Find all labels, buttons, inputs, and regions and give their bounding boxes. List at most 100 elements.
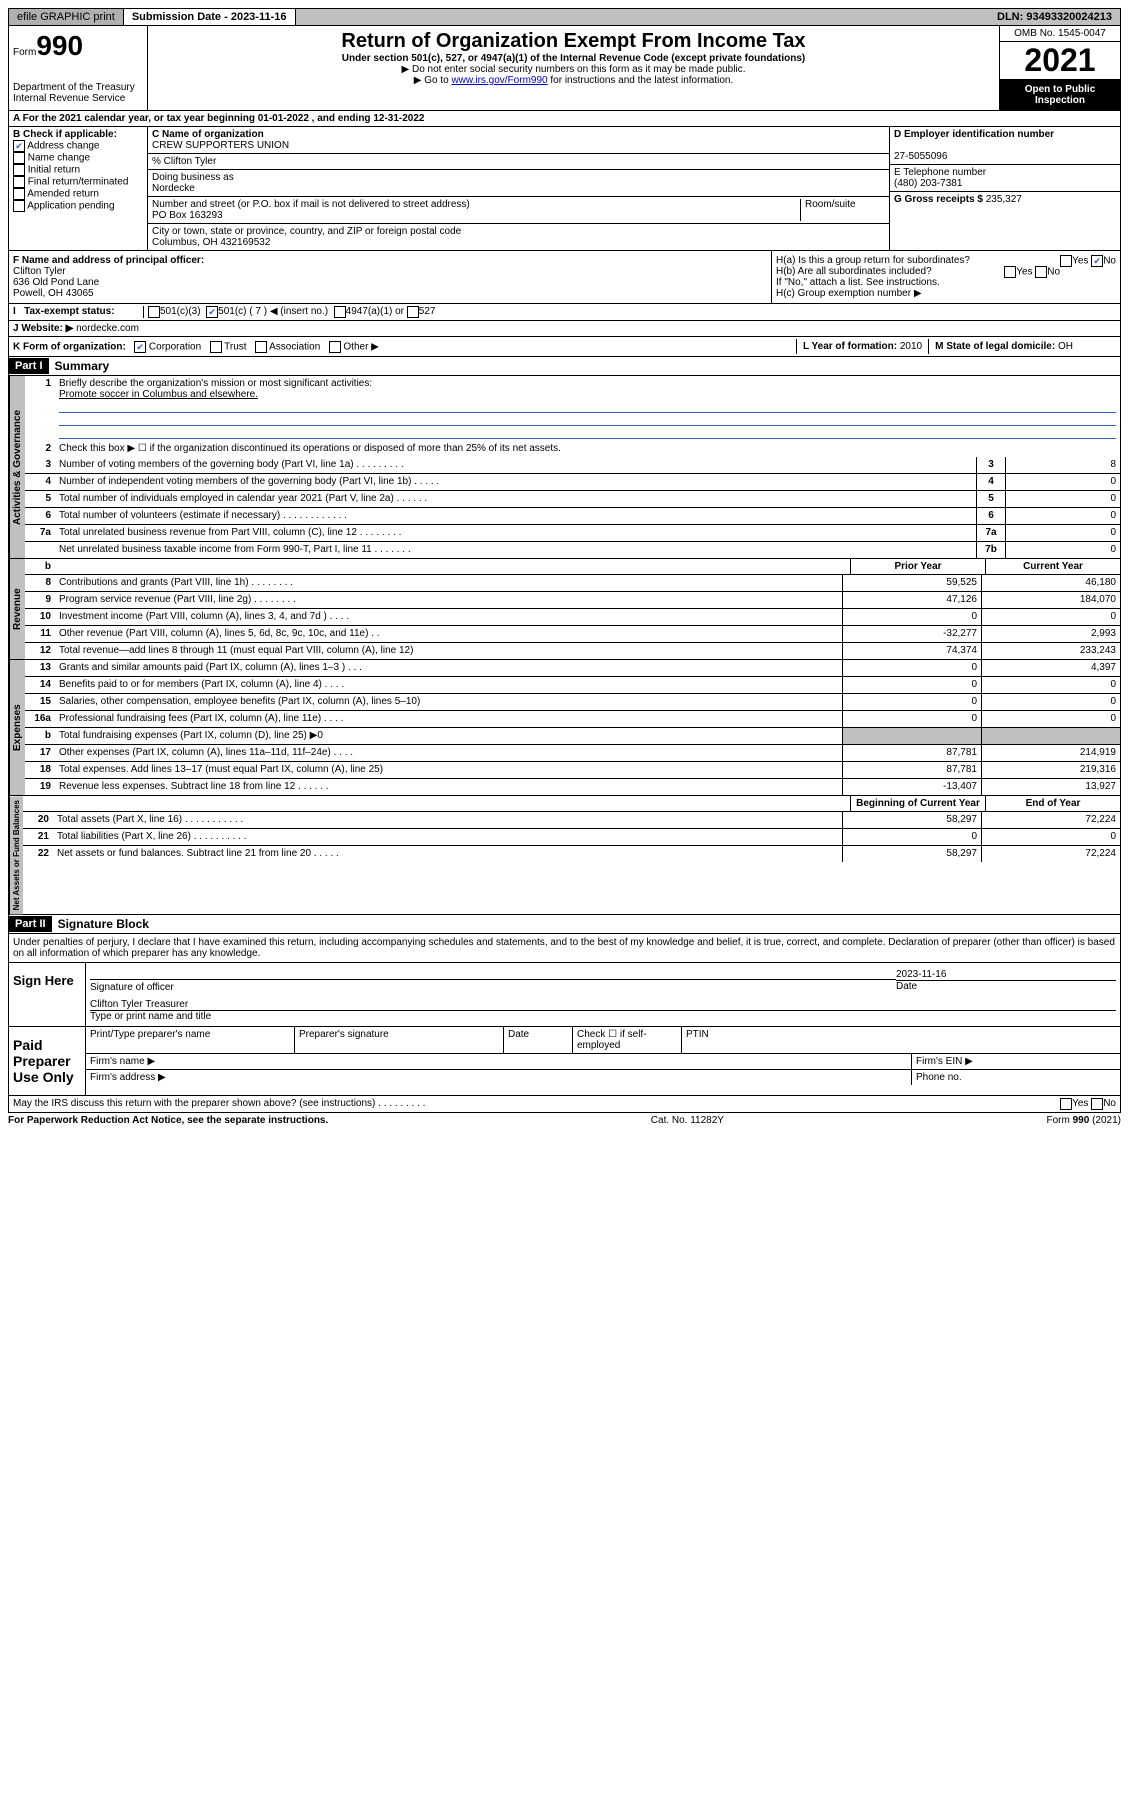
- checkbox-icon[interactable]: [13, 152, 25, 164]
- h-a-yes-checkbox[interactable]: [1060, 255, 1072, 267]
- box-b-item[interactable]: Application pending: [13, 200, 143, 212]
- line-text: Program service revenue (Part VIII, line…: [55, 592, 842, 608]
- domicile-value: OH: [1058, 341, 1073, 352]
- line-no: 5: [25, 491, 55, 507]
- box-c-org: C Name of organization CREW SUPPORTERS U…: [148, 127, 890, 250]
- line-value: 0: [1005, 474, 1120, 490]
- h-a-label: H(a) Is this a group return for subordin…: [776, 255, 970, 266]
- prior-value: 0: [842, 609, 981, 625]
- line-text: Net unrelated business taxable income fr…: [55, 542, 976, 558]
- sign-here-label: Sign Here: [9, 963, 86, 1026]
- discuss-no-checkbox[interactable]: [1091, 1098, 1103, 1110]
- submission-date: Submission Date - 2023-11-16: [124, 9, 296, 25]
- checkbox-icon[interactable]: [13, 200, 25, 212]
- part2-header: Part II Signature Block: [8, 915, 1121, 934]
- table-row: 18Total expenses. Add lines 13–17 (must …: [25, 762, 1120, 779]
- signature-block: Under penalties of perjury, I declare th…: [8, 934, 1121, 1113]
- form-number: 990: [36, 30, 83, 61]
- dba-label: Doing business as: [152, 172, 234, 183]
- assoc-checkbox[interactable]: [255, 341, 267, 353]
- h-b-yes-checkbox[interactable]: [1004, 266, 1016, 278]
- no-label-2: No: [1047, 267, 1060, 278]
- 501c3-checkbox[interactable]: [148, 306, 160, 318]
- current-value: 13,927: [981, 779, 1120, 795]
- officer-addr2: Powell, OH 43065: [13, 288, 94, 299]
- prior-value: 59,525: [842, 575, 981, 591]
- yes-label: Yes: [1072, 256, 1088, 267]
- irs-link[interactable]: www.irs.gov/Form990: [451, 75, 547, 86]
- box-b-item[interactable]: Initial return: [13, 164, 143, 176]
- line-no: 19: [25, 779, 55, 795]
- box-h: H(a) Is this a group return for subordin…: [772, 251, 1120, 303]
- checkbox-icon[interactable]: [13, 164, 25, 176]
- 4947-checkbox[interactable]: [334, 306, 346, 318]
- 527-checkbox[interactable]: [407, 306, 419, 318]
- footer-right: Form 990 (2021): [1047, 1115, 1121, 1126]
- box-b-item[interactable]: Address change: [13, 140, 143, 152]
- line-no: 8: [25, 575, 55, 591]
- line-no: 6: [25, 508, 55, 524]
- current-value: 4,397: [981, 660, 1120, 676]
- form-title: Return of Organization Exempt From Incom…: [152, 30, 995, 53]
- line-no: 17: [25, 745, 55, 761]
- open-public-badge: Open to Public Inspection: [1000, 80, 1120, 110]
- top-bar: efile GRAPHIC print Submission Date - 20…: [8, 8, 1121, 26]
- line-box: 4: [976, 474, 1005, 490]
- other-checkbox[interactable]: [329, 341, 341, 353]
- checkbox-icon[interactable]: [13, 176, 25, 188]
- table-row: bTotal fundraising expenses (Part IX, co…: [25, 728, 1120, 745]
- line-text: Number of independent voting members of …: [55, 474, 976, 490]
- revenue-vlabel: Revenue: [9, 559, 25, 659]
- table-row: 9Program service revenue (Part VIII, lin…: [25, 592, 1120, 609]
- current-value: 0: [981, 609, 1120, 625]
- h-a-no-checkbox[interactable]: [1091, 255, 1103, 267]
- row-k-org-form: K Form of organization: Corporation Trus…: [8, 337, 1121, 357]
- table-row: 19Revenue less expenses. Subtract line 1…: [25, 779, 1120, 795]
- table-row: 16aProfessional fundraising fees (Part I…: [25, 711, 1120, 728]
- line-no: 14: [25, 677, 55, 693]
- corp-checkbox[interactable]: [134, 341, 146, 353]
- form-subtitle: Under section 501(c), 527, or 4947(a)(1)…: [152, 53, 995, 64]
- org-form-label: K Form of organization:: [13, 341, 126, 352]
- discuss-yes-checkbox[interactable]: [1060, 1098, 1072, 1110]
- footer-mid: Cat. No. 11282Y: [651, 1115, 724, 1126]
- form-year-block: OMB No. 1545-0047 2021 Open to Public In…: [999, 26, 1120, 110]
- line-box: 3: [976, 457, 1005, 473]
- officer-name-label: Type or print name and title: [90, 1011, 211, 1022]
- part1-label: Part I: [9, 358, 49, 374]
- 501c-checkbox[interactable]: [206, 306, 218, 318]
- firm-ein-label: Firm's EIN ▶: [912, 1054, 1120, 1069]
- line-value: 8: [1005, 457, 1120, 473]
- line-2-text: Check this box ▶ ☐ if the organization d…: [55, 441, 1120, 457]
- prior-value: 58,297: [842, 846, 981, 862]
- box-b-item[interactable]: Amended return: [13, 188, 143, 200]
- line-text: Salaries, other compensation, employee b…: [55, 694, 842, 710]
- table-row: 6Total number of volunteers (estimate if…: [25, 508, 1120, 525]
- page-footer: For Paperwork Reduction Act Notice, see …: [8, 1113, 1121, 1128]
- expenses-section: Expenses 13Grants and similar amounts pa…: [8, 660, 1121, 796]
- box-b-item[interactable]: Final return/terminated: [13, 176, 143, 188]
- current-value: 0: [981, 694, 1120, 710]
- prior-value: 0: [842, 660, 981, 676]
- line-2-no: 2: [25, 441, 55, 457]
- checkbox-icon[interactable]: [13, 188, 25, 200]
- line-no: b: [25, 728, 55, 744]
- efile-print-button[interactable]: efile GRAPHIC print: [9, 9, 124, 25]
- h-b-no-checkbox[interactable]: [1035, 266, 1047, 278]
- checkbox-icon[interactable]: [13, 140, 25, 152]
- ein-label: D Employer identification number: [894, 129, 1054, 140]
- line-text: Other revenue (Part VIII, column (A), li…: [55, 626, 842, 642]
- current-value: 46,180: [981, 575, 1120, 591]
- trust-checkbox[interactable]: [210, 341, 222, 353]
- expenses-vlabel: Expenses: [9, 660, 25, 795]
- trust-label: Trust: [224, 341, 246, 352]
- prior-value: 0: [842, 677, 981, 693]
- footer-left: For Paperwork Reduction Act Notice, see …: [8, 1115, 328, 1126]
- gross-receipts-label: G Gross receipts $: [894, 194, 983, 205]
- year-form-value: 2010: [900, 341, 922, 352]
- line-box: 7a: [976, 525, 1005, 541]
- part1-header: Part I Summary: [8, 357, 1121, 376]
- box-b-item[interactable]: Name change: [13, 152, 143, 164]
- prior-value: -13,407: [842, 779, 981, 795]
- ein-value: 27-5055096: [894, 151, 947, 162]
